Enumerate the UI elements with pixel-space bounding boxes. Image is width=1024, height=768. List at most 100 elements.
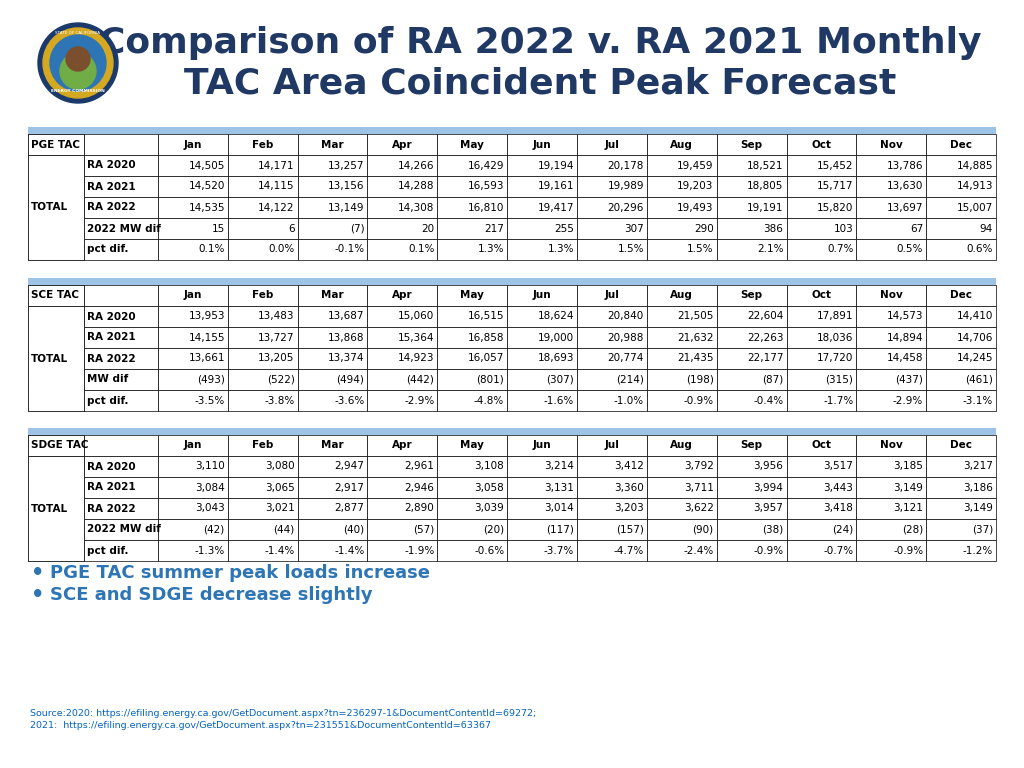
Bar [717,390,786,411]
Text: (801): (801) [476,375,504,385]
Bar [507,435,577,456]
Circle shape [66,47,90,71]
Bar [437,155,507,176]
Text: PGE TAC summer peak loads increase: PGE TAC summer peak loads increase [50,564,430,582]
Bar [298,369,368,390]
Bar [717,327,786,348]
Text: 94: 94 [980,223,993,233]
Bar [647,540,717,561]
Text: -3.5%: -3.5% [195,396,225,406]
Bar [227,348,298,369]
Text: 290: 290 [694,223,714,233]
Text: 15,717: 15,717 [817,181,853,191]
Bar [577,540,647,561]
Bar [507,218,577,239]
Text: TOTAL: TOTAL [31,203,69,213]
Bar [437,218,507,239]
Bar [84,498,158,519]
Bar [717,134,786,155]
Bar [577,369,647,390]
Text: TOTAL: TOTAL [31,504,69,514]
Bar [28,239,84,260]
Text: 22,177: 22,177 [746,353,783,363]
Bar [926,197,996,218]
Bar [158,306,227,327]
Bar [786,477,856,498]
Text: 3,131: 3,131 [544,482,574,492]
Text: 2,917: 2,917 [335,482,365,492]
Text: 0.1%: 0.1% [199,244,225,254]
Text: 19,417: 19,417 [538,203,574,213]
Text: 14,308: 14,308 [398,203,434,213]
Text: 3,043: 3,043 [196,504,225,514]
Text: 3,443: 3,443 [823,482,853,492]
Bar [786,519,856,540]
Bar [437,435,507,456]
Bar [926,369,996,390]
Text: 14,245: 14,245 [956,353,993,363]
Text: 307: 307 [624,223,644,233]
Bar [577,306,647,327]
Bar [647,306,717,327]
Bar [84,239,158,260]
Text: 2,877: 2,877 [335,504,365,514]
Text: -1.2%: -1.2% [963,545,993,555]
Text: 0.0%: 0.0% [268,244,295,254]
Bar [84,155,158,176]
Text: May: May [461,290,484,300]
Bar [507,134,577,155]
Text: 3,108: 3,108 [474,462,504,472]
Bar [28,285,84,306]
Bar [227,498,298,519]
Text: Apr: Apr [392,290,413,300]
Text: Feb: Feb [252,140,273,150]
Bar [717,306,786,327]
Text: 18,521: 18,521 [746,161,783,170]
Bar [856,435,926,456]
Bar [298,540,368,561]
Bar [856,176,926,197]
Text: Jun: Jun [532,290,551,300]
Bar [368,456,437,477]
Text: 20: 20 [421,223,434,233]
Text: 20,296: 20,296 [607,203,644,213]
Bar [437,477,507,498]
Bar [28,134,84,155]
Text: RA 2022: RA 2022 [87,353,135,363]
Bar [786,176,856,197]
Text: (40): (40) [343,525,365,535]
Bar [84,540,158,561]
Text: 14,155: 14,155 [188,333,225,343]
Text: 14,913: 14,913 [956,181,993,191]
Bar [647,218,717,239]
Bar [28,155,84,176]
Text: Aug: Aug [671,140,693,150]
Bar [298,285,368,306]
Bar [298,435,368,456]
Text: 67: 67 [910,223,924,233]
Bar [28,540,84,561]
Text: 1.5%: 1.5% [687,244,714,254]
Text: 255: 255 [554,223,574,233]
Bar [717,285,786,306]
Text: (437): (437) [895,375,924,385]
Text: 3,517: 3,517 [823,462,853,472]
Bar [786,155,856,176]
Text: 3,418: 3,418 [823,504,853,514]
Bar [227,519,298,540]
Text: Aug: Aug [671,441,693,451]
Text: 3,792: 3,792 [684,462,714,472]
Bar [28,197,84,218]
Text: -0.9%: -0.9% [893,545,924,555]
Bar [298,456,368,477]
Bar [28,155,84,260]
Text: SCE and SDGE decrease slightly: SCE and SDGE decrease slightly [50,586,373,604]
Text: 1.3%: 1.3% [548,244,574,254]
Text: 19,000: 19,000 [538,333,574,343]
Text: 3,149: 3,149 [964,504,993,514]
Text: 13,868: 13,868 [328,333,365,343]
Bar [437,540,507,561]
Text: -0.9%: -0.9% [754,545,783,555]
Text: 13,483: 13,483 [258,312,295,322]
Bar [577,456,647,477]
